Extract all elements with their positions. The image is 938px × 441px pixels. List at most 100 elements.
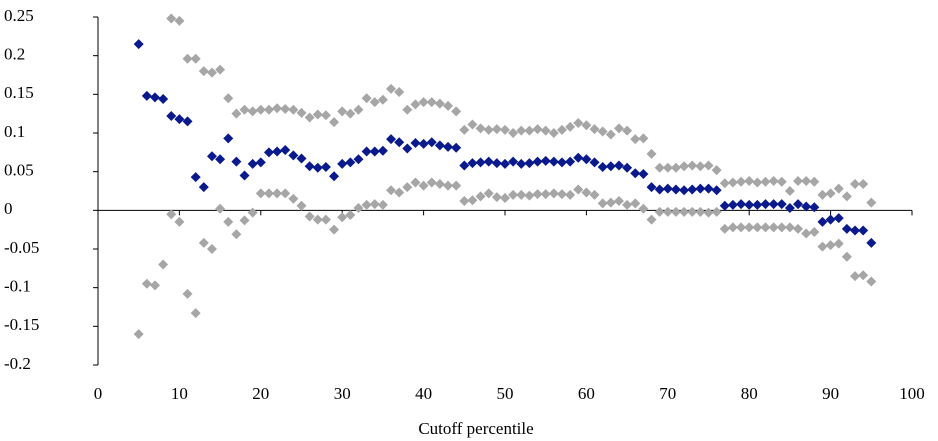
point <box>654 162 665 173</box>
point <box>768 222 779 233</box>
point <box>312 162 323 173</box>
point <box>296 200 307 211</box>
point <box>817 216 828 227</box>
point <box>638 168 649 179</box>
y-tick-label: -0.1 <box>4 277 31 296</box>
point <box>801 175 812 186</box>
point <box>190 172 201 183</box>
point <box>337 106 348 117</box>
point <box>548 128 559 138</box>
point <box>206 244 217 254</box>
point <box>817 189 828 200</box>
point <box>320 110 331 121</box>
point <box>809 176 820 187</box>
point <box>744 175 755 186</box>
point <box>133 329 144 340</box>
point <box>768 199 779 210</box>
point <box>646 148 657 159</box>
x-tick-label: 80 <box>741 384 758 403</box>
x-axis-label: Cutoff percentile <box>418 419 533 438</box>
point <box>320 214 331 225</box>
point <box>508 156 519 167</box>
point <box>524 125 535 136</box>
point <box>280 145 291 156</box>
point <box>500 158 510 169</box>
point <box>850 179 861 190</box>
point <box>239 170 250 181</box>
y-tick-label: -0.05 <box>4 238 39 257</box>
point <box>850 271 861 282</box>
point <box>467 195 478 206</box>
point <box>630 134 641 145</box>
point <box>654 184 665 195</box>
point <box>581 120 592 131</box>
point <box>443 141 454 152</box>
point <box>329 117 340 128</box>
point <box>280 104 291 115</box>
point <box>825 240 836 251</box>
point <box>581 187 592 198</box>
point <box>548 188 559 199</box>
point <box>247 106 258 117</box>
x-tick-label: 10 <box>171 384 188 403</box>
point <box>426 137 437 148</box>
point <box>410 177 421 188</box>
point <box>776 199 787 210</box>
point <box>581 154 592 165</box>
point <box>719 178 730 189</box>
point <box>434 98 445 109</box>
point <box>752 222 763 233</box>
point <box>410 99 421 110</box>
point <box>377 94 388 105</box>
point <box>239 215 250 226</box>
point <box>304 161 315 172</box>
point <box>174 114 185 125</box>
point <box>858 270 869 281</box>
point <box>500 124 510 135</box>
point <box>556 189 567 200</box>
point <box>361 93 372 104</box>
y-tick-label: 0.25 <box>4 6 34 25</box>
point <box>182 116 193 127</box>
point <box>426 177 437 188</box>
point <box>679 161 690 172</box>
point <box>727 199 738 210</box>
point <box>459 160 470 171</box>
point <box>817 241 828 252</box>
point <box>198 66 209 77</box>
point <box>695 161 706 172</box>
point <box>679 206 690 217</box>
point <box>394 87 405 98</box>
point <box>793 223 804 234</box>
point <box>760 176 771 187</box>
point <box>841 251 852 262</box>
point <box>223 133 234 144</box>
point <box>711 206 722 217</box>
point <box>695 183 706 194</box>
point <box>670 162 681 173</box>
point <box>719 200 730 211</box>
x-tick-label: 70 <box>659 384 676 403</box>
point <box>866 276 877 287</box>
point <box>272 146 283 157</box>
x-tick-label: 90 <box>822 384 839 403</box>
point <box>394 137 405 148</box>
point <box>638 203 649 214</box>
point <box>719 223 730 234</box>
point <box>760 222 771 233</box>
point <box>182 53 193 64</box>
point <box>467 119 478 130</box>
point <box>296 153 307 164</box>
point <box>239 104 250 115</box>
point <box>573 152 584 163</box>
point <box>215 203 226 214</box>
point <box>679 185 690 196</box>
y-tick-label: -0.2 <box>4 354 31 373</box>
point <box>565 189 576 200</box>
point <box>532 189 543 200</box>
point <box>524 158 535 169</box>
point <box>573 117 584 128</box>
y-tick-label: 0 <box>4 199 13 218</box>
point <box>337 212 348 223</box>
point <box>670 184 681 195</box>
